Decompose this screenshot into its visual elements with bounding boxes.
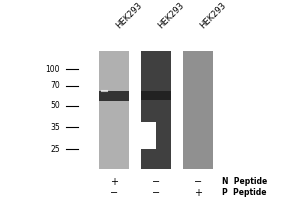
FancyBboxPatch shape (99, 51, 129, 169)
Text: −: − (152, 177, 160, 187)
Text: N  Peptide: N Peptide (222, 177, 267, 186)
FancyBboxPatch shape (141, 91, 171, 100)
Text: −: − (152, 188, 160, 198)
FancyBboxPatch shape (141, 51, 171, 169)
Text: 50: 50 (50, 101, 60, 110)
FancyBboxPatch shape (183, 51, 213, 169)
Text: 25: 25 (50, 145, 60, 154)
FancyBboxPatch shape (141, 122, 156, 149)
Text: HEK293: HEK293 (114, 1, 144, 31)
Text: −: − (110, 188, 118, 198)
Text: −: − (194, 177, 202, 187)
Text: 100: 100 (46, 65, 60, 74)
Text: HEK293: HEK293 (156, 1, 186, 31)
Text: 35: 35 (50, 123, 60, 132)
Text: +: + (194, 188, 202, 198)
Text: +: + (110, 177, 118, 187)
FancyBboxPatch shape (99, 91, 129, 101)
Text: 70: 70 (50, 81, 60, 90)
Text: P  Peptide: P Peptide (222, 188, 266, 197)
Text: HEK293: HEK293 (198, 1, 228, 31)
